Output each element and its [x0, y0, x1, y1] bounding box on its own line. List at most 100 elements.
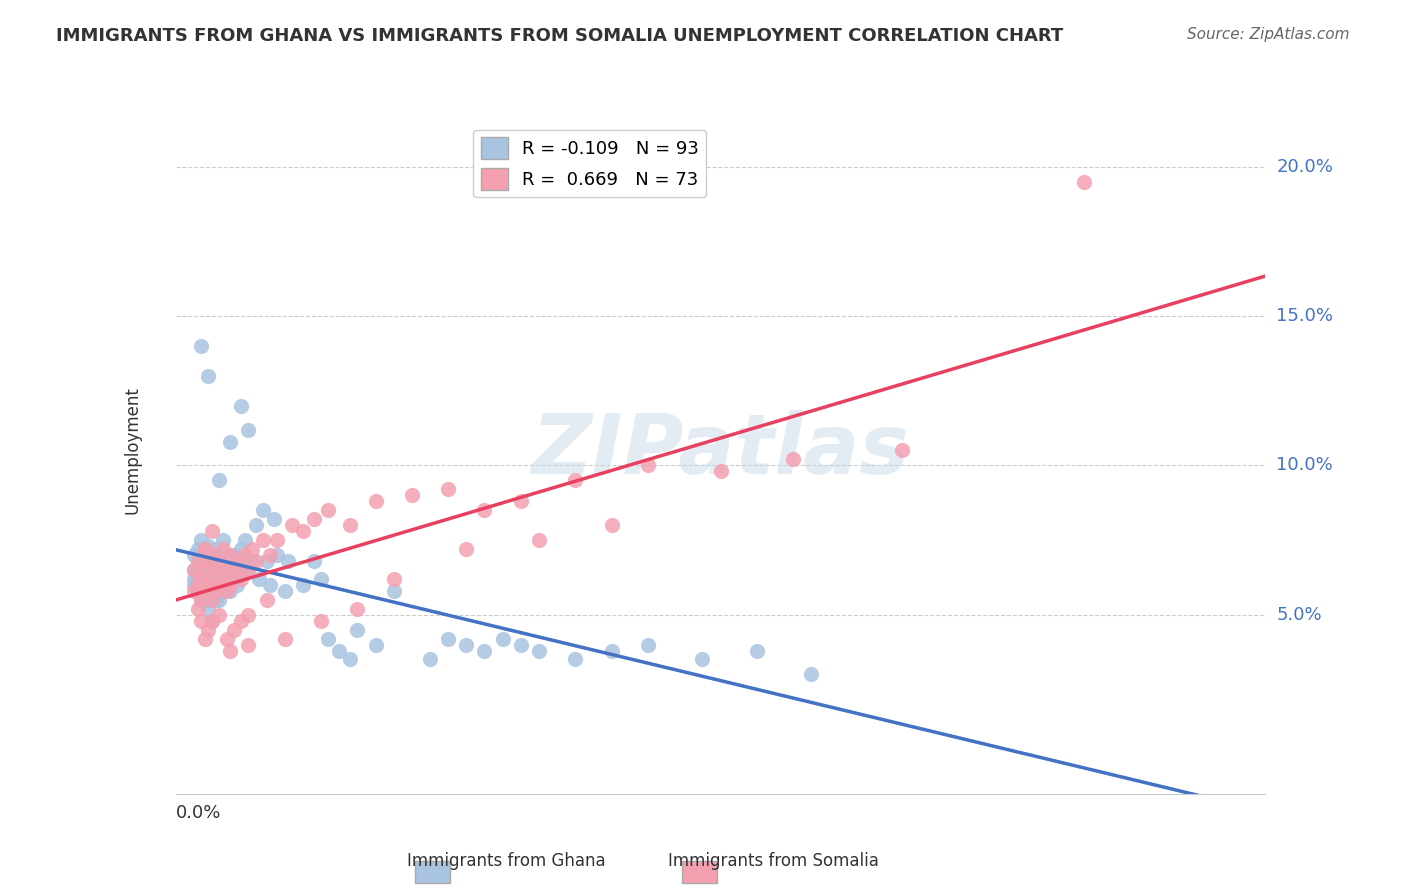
Point: [382, 572, 405, 586]
Point: [201, 583, 224, 598]
Point: [226, 554, 249, 568]
Point: [231, 399, 253, 413]
Point: [197, 539, 219, 553]
Point: [212, 554, 235, 568]
Point: [252, 533, 274, 547]
Point: [240, 541, 263, 556]
Point: [201, 614, 224, 628]
Point: [240, 554, 263, 568]
Point: [212, 541, 235, 556]
Point: [474, 503, 496, 517]
Point: [245, 554, 267, 568]
Point: [194, 560, 217, 574]
Point: [197, 601, 219, 615]
Point: [238, 423, 260, 437]
Point: [208, 473, 231, 487]
Point: [1073, 175, 1095, 189]
Point: [186, 578, 209, 592]
Point: [456, 541, 478, 556]
Text: IMMIGRANTS FROM GHANA VS IMMIGRANTS FROM SOMALIA UNEMPLOYMENT CORRELATION CHART: IMMIGRANTS FROM GHANA VS IMMIGRANTS FROM…: [56, 27, 1063, 45]
Point: [201, 524, 224, 538]
Point: [238, 563, 260, 577]
Point: [382, 583, 405, 598]
Point: [291, 524, 314, 538]
Point: [710, 464, 733, 478]
Point: [318, 503, 340, 517]
Point: [183, 572, 205, 586]
Point: [364, 638, 387, 652]
Point: [204, 592, 226, 607]
Point: [197, 578, 219, 592]
Point: [302, 554, 325, 568]
Point: [259, 548, 281, 562]
Point: [259, 578, 281, 592]
Point: [201, 554, 224, 568]
Point: [194, 592, 217, 607]
Point: [197, 578, 219, 592]
Point: [401, 488, 423, 502]
Point: [318, 632, 340, 646]
Point: [509, 638, 531, 652]
Point: [231, 541, 253, 556]
Point: [183, 563, 205, 577]
Point: [600, 518, 623, 533]
Point: [197, 557, 219, 571]
Point: [197, 368, 219, 383]
Point: [222, 563, 245, 577]
Point: [222, 563, 245, 577]
Point: [456, 638, 478, 652]
Point: [190, 592, 212, 607]
Point: [186, 541, 209, 556]
Point: [204, 583, 226, 598]
Point: [247, 572, 270, 586]
Point: [891, 443, 914, 458]
Point: [183, 583, 205, 598]
Point: [204, 541, 226, 556]
Point: [183, 563, 205, 577]
Point: [204, 563, 226, 577]
Point: [197, 623, 219, 637]
Point: [215, 578, 238, 592]
Point: [637, 638, 659, 652]
Point: [274, 632, 297, 646]
Point: [233, 533, 256, 547]
Point: [219, 548, 242, 562]
Text: 0.0%: 0.0%: [176, 805, 221, 822]
Point: [212, 572, 235, 586]
Point: [194, 583, 217, 598]
Point: [219, 572, 242, 586]
Point: [201, 572, 224, 586]
Point: [564, 652, 586, 666]
Point: [194, 632, 217, 646]
Point: [204, 578, 226, 592]
Point: [256, 554, 278, 568]
Point: [474, 643, 496, 657]
Point: [219, 583, 242, 598]
Point: [201, 592, 224, 607]
Point: [190, 592, 212, 607]
Point: [208, 554, 231, 568]
Text: 15.0%: 15.0%: [1277, 307, 1333, 325]
Point: [364, 494, 387, 508]
Point: [183, 578, 205, 592]
Point: [197, 569, 219, 583]
Point: [219, 578, 242, 592]
Point: [215, 632, 238, 646]
Point: [208, 578, 231, 592]
Point: [637, 458, 659, 473]
Legend: R = -0.109   N = 93, R =  0.669   N = 73: R = -0.109 N = 93, R = 0.669 N = 73: [474, 130, 706, 197]
Point: [208, 578, 231, 592]
Point: [692, 652, 714, 666]
Point: [233, 548, 256, 562]
Text: 5.0%: 5.0%: [1277, 606, 1322, 624]
Point: [800, 667, 823, 681]
Point: [437, 483, 460, 497]
Point: [201, 572, 224, 586]
Point: [197, 554, 219, 568]
Point: [186, 554, 209, 568]
Text: ZIPatlas: ZIPatlas: [531, 410, 910, 491]
Point: [186, 601, 209, 615]
Point: [208, 563, 231, 577]
Point: [252, 503, 274, 517]
Point: [208, 592, 231, 607]
